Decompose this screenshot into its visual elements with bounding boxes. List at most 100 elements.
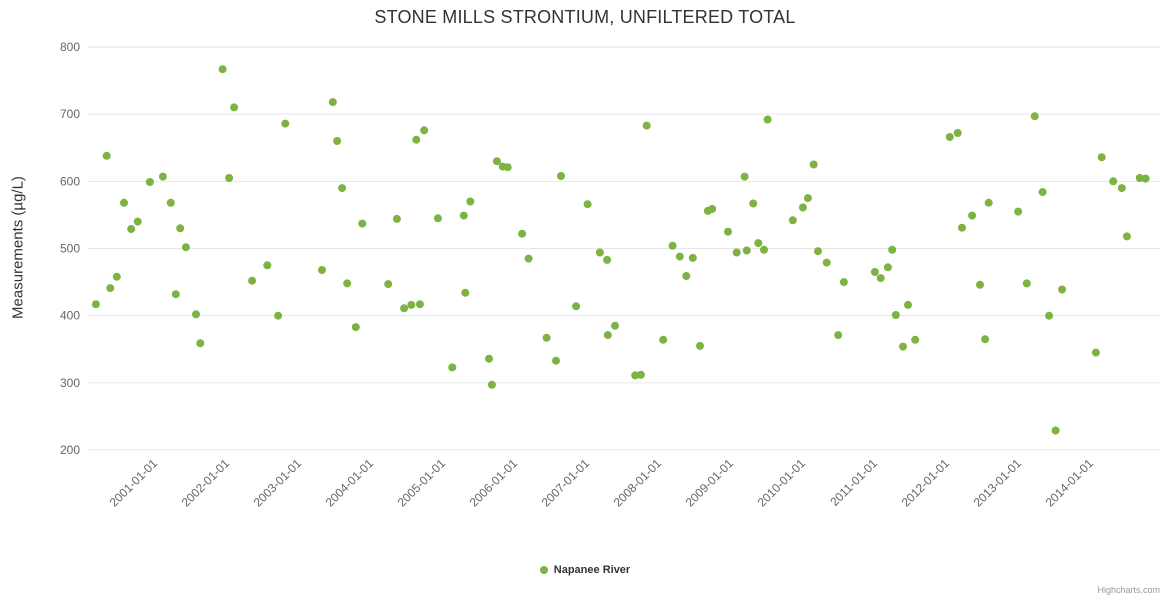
data-point[interactable] (888, 245, 897, 254)
legend-item[interactable]: Napanee River (0, 562, 1170, 578)
data-point[interactable] (145, 178, 154, 186)
data-point[interactable] (358, 219, 367, 228)
data-point[interactable] (1058, 285, 1067, 294)
data-point[interactable] (1141, 174, 1150, 183)
data-point[interactable] (788, 216, 797, 225)
data-point[interactable] (803, 194, 812, 203)
data-point[interactable] (171, 290, 180, 299)
data-point[interactable] (809, 160, 818, 169)
data-point[interactable] (708, 204, 717, 213)
data-point[interactable] (642, 121, 651, 130)
data-point[interactable] (230, 103, 239, 112)
data-point[interactable] (958, 223, 966, 232)
data-point[interactable] (524, 254, 533, 263)
data-point[interactable] (328, 98, 337, 107)
data-point[interactable] (1117, 184, 1126, 193)
data-point[interactable] (740, 172, 749, 181)
data-point[interactable] (415, 300, 424, 309)
data-point[interactable] (1030, 112, 1039, 121)
data-point[interactable] (192, 310, 200, 319)
data-point[interactable] (281, 119, 290, 128)
data-point[interactable] (834, 331, 843, 340)
data-point[interactable] (1091, 348, 1100, 357)
data-point[interactable] (166, 198, 175, 207)
data-point[interactable] (218, 65, 227, 74)
data-point[interactable] (611, 321, 619, 330)
data-point[interactable] (724, 227, 732, 236)
data-point[interactable] (400, 304, 409, 313)
data-point[interactable] (668, 241, 677, 250)
data-point[interactable] (448, 363, 457, 372)
data-point[interactable] (420, 126, 429, 135)
data-point[interactable] (742, 246, 751, 255)
data-point[interactable] (318, 266, 326, 274)
data-point[interactable] (675, 252, 684, 261)
data-point[interactable] (798, 203, 807, 212)
data-point[interactable] (485, 354, 493, 363)
data-point[interactable] (518, 229, 527, 238)
data-point[interactable] (945, 133, 954, 141)
data-point[interactable] (839, 278, 848, 287)
data-point[interactable] (1051, 426, 1060, 435)
data-point[interactable] (343, 279, 352, 288)
data-point[interactable] (433, 214, 442, 223)
data-point[interactable] (984, 198, 993, 207)
data-point[interactable] (102, 151, 111, 160)
data-point[interactable] (976, 280, 984, 289)
data-point[interactable] (814, 247, 822, 256)
data-point[interactable] (1122, 232, 1131, 241)
data-point[interactable] (659, 335, 668, 344)
data-point[interactable] (603, 331, 612, 340)
data-point[interactable] (732, 248, 741, 257)
data-point[interactable] (968, 211, 977, 220)
data-point[interactable] (583, 200, 592, 209)
data-point[interactable] (333, 137, 342, 145)
data-point[interactable] (1038, 188, 1047, 197)
data-point[interactable] (466, 197, 475, 206)
data-point[interactable] (196, 339, 205, 348)
data-point[interactable] (263, 261, 272, 270)
data-point[interactable] (696, 341, 704, 350)
data-point[interactable] (158, 172, 167, 181)
data-point[interactable] (384, 280, 393, 289)
data-point[interactable] (176, 224, 185, 233)
data-point[interactable] (572, 302, 581, 311)
data-point[interactable] (682, 272, 691, 280)
data-point[interactable] (636, 370, 645, 379)
data-point[interactable] (1135, 174, 1144, 182)
data-point[interactable] (911, 335, 920, 344)
data-point[interactable] (112, 272, 121, 281)
data-point[interactable] (487, 380, 496, 389)
data-point[interactable] (876, 274, 885, 283)
data-point[interactable] (338, 184, 347, 193)
data-point[interactable] (542, 333, 551, 342)
data-point[interactable] (248, 276, 257, 285)
data-point[interactable] (120, 198, 128, 207)
data-point[interactable] (412, 135, 421, 144)
data-point[interactable] (749, 199, 758, 208)
data-point[interactable] (1109, 177, 1118, 186)
data-point[interactable] (133, 217, 142, 226)
data-point[interactable] (1045, 311, 1054, 320)
data-point[interactable] (603, 255, 612, 264)
data-point[interactable] (557, 172, 565, 180)
data-point[interactable] (981, 335, 990, 344)
data-point[interactable] (760, 245, 768, 254)
data-point[interactable] (461, 288, 470, 297)
credits-link[interactable]: Highcharts.com (1097, 585, 1160, 595)
data-point[interactable] (127, 225, 136, 233)
data-point[interactable] (1022, 279, 1031, 288)
data-point[interactable] (225, 174, 234, 182)
data-point[interactable] (904, 300, 912, 309)
data-point[interactable] (870, 268, 879, 276)
data-point[interactable] (1097, 153, 1106, 162)
data-point[interactable] (899, 342, 907, 351)
data-point[interactable] (763, 115, 772, 124)
data-point[interactable] (822, 258, 831, 267)
data-point[interactable] (891, 311, 900, 319)
data-point[interactable] (274, 311, 283, 320)
data-point[interactable] (552, 356, 560, 365)
data-point[interactable] (91, 300, 100, 309)
data-point[interactable] (181, 243, 190, 252)
data-point[interactable] (459, 211, 468, 220)
